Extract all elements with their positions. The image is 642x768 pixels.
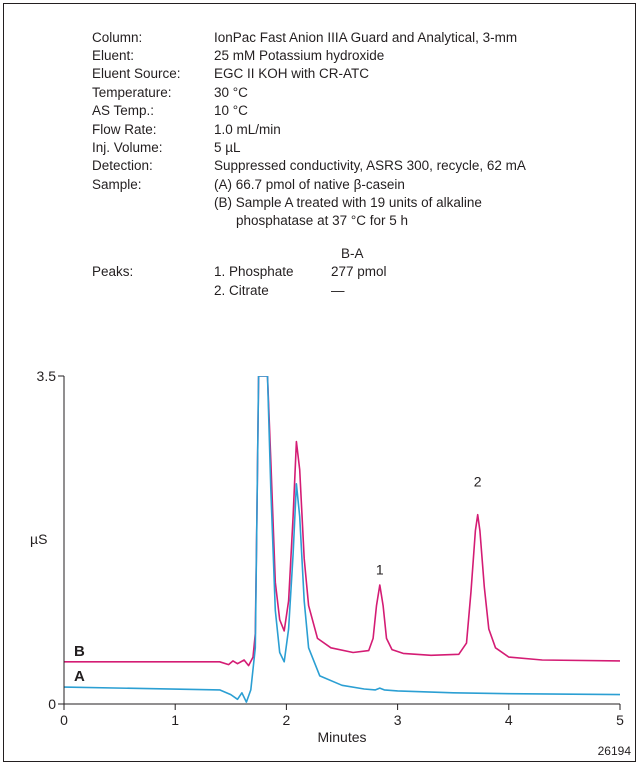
trace-a [64, 376, 620, 703]
peaks-column-header: B-A [341, 246, 364, 261]
condition-label: Inj. Volume: [92, 140, 163, 155]
figure-frame [3, 3, 636, 762]
condition-value: 25 mM Potassium hydroxide [214, 48, 385, 63]
trace-b [64, 376, 620, 667]
traces-group [64, 376, 620, 703]
figure-number: 26194 [598, 744, 632, 758]
x-tick-label: 2 [283, 712, 291, 728]
condition-label: Column: [92, 30, 143, 45]
sample-b-line1: (B) Sample A treated with 19 units of al… [214, 195, 482, 210]
labels-group: BA 1 2 26194 [74, 474, 631, 758]
axes-group: 0 3.5 0 1 2 3 4 5 Minutes µS [30, 368, 624, 745]
x-tick-label: 4 [505, 712, 513, 728]
condition-value: (A) 66.7 pmol of native β-casein [214, 177, 405, 192]
condition-label: AS Temp.: [92, 103, 155, 118]
peak-amount: — [331, 283, 345, 298]
peak-name: 2. Citrate [214, 283, 269, 298]
condition-value: 1.0 mL/min [214, 122, 281, 137]
condition-label: Sample: [92, 177, 142, 192]
sample-b-line2: phosphatase at 37 °C for 5 h [236, 213, 409, 228]
condition-value: 5 µL [214, 140, 241, 155]
x-axis-label: Minutes [317, 729, 366, 745]
condition-label: Detection: [92, 158, 153, 173]
y-tick-label: 3.5 [37, 368, 57, 384]
condition-value: Suppressed conductivity, ASRS 300, recyc… [214, 158, 526, 173]
trace-label-b: B [74, 643, 85, 660]
peak-label: 2 [474, 474, 482, 490]
x-tick-label: 3 [394, 712, 402, 728]
peak-amount: 277 pmol [331, 264, 387, 279]
x-tick-label: 0 [60, 712, 68, 728]
condition-label: Eluent: [92, 48, 135, 63]
condition-label: Temperature: [92, 85, 172, 100]
y-axis-label: µS [30, 531, 47, 547]
condition-label: Eluent Source: [92, 66, 181, 81]
condition-value: 30 °C [214, 85, 248, 100]
condition-value: IonPac Fast Anion IIIA Guard and Analyti… [214, 30, 518, 45]
y-tick-label: 0 [48, 696, 56, 712]
condition-value: 10 °C [214, 103, 248, 118]
x-tick-label: 1 [171, 712, 179, 728]
peaks-label: Peaks: [92, 264, 134, 279]
x-tick-label: 5 [616, 712, 624, 728]
condition-label: Flow Rate: [92, 122, 157, 137]
peak-label: 1 [376, 562, 384, 578]
trace-label-a: A [74, 668, 85, 685]
peak-name: 1. Phosphate [214, 264, 294, 279]
condition-value: EGC II KOH with CR-ATC [214, 66, 370, 81]
